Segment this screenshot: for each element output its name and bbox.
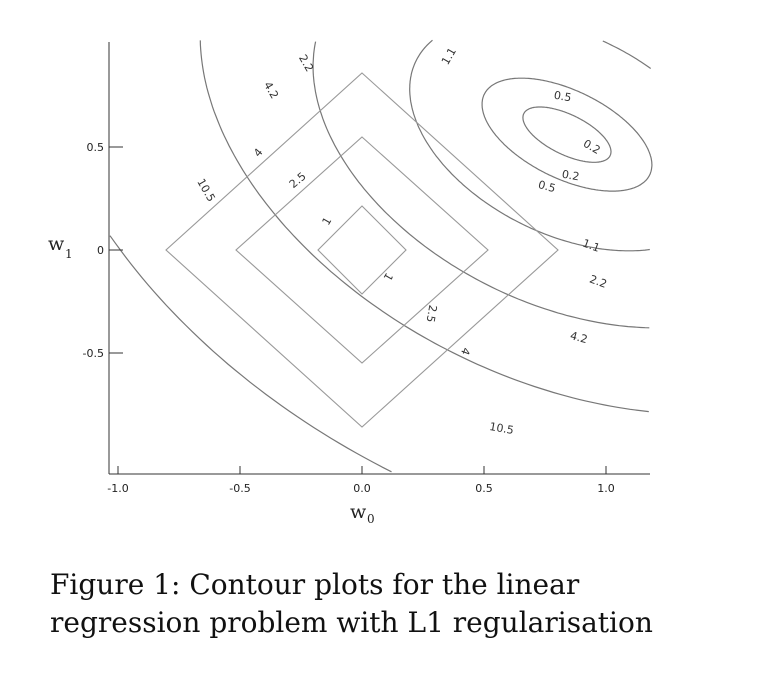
loss-contour-label: 1.1 (439, 45, 459, 67)
loss-contour-0.5 (481, 77, 653, 192)
l1-contour-label: 4 (458, 346, 473, 357)
x-axis-title-subscript: 0 (367, 512, 375, 526)
l1-contour-label: 1 (320, 215, 335, 228)
y-tick-label: -0.5 (83, 347, 104, 360)
figure-caption: Figure 1: Contour plots for the linear r… (50, 568, 653, 639)
loss-contour-label: 2.2 (588, 273, 609, 291)
l1-contour-4 (165, 72, 559, 428)
x-ticks: -1.0 -0.5 0.0 0.5 1.0 (107, 466, 615, 495)
l1-contour-1 (317, 205, 407, 295)
x-axis-title: w (350, 501, 367, 523)
loss-contour-label: 0.5 (553, 89, 572, 105)
loss-contours (109, 39, 653, 473)
loss-contour-label: 4.2 (569, 329, 589, 346)
loss-contour-2.2 (312, 41, 650, 329)
loss-contour-label: 0.5 (537, 178, 557, 195)
loss-contour-10.5 (109, 235, 392, 473)
l1-contour-2.5 (235, 136, 489, 364)
l1-contour-label: 1 (381, 270, 396, 283)
x-tick-label: -0.5 (229, 482, 250, 495)
y-ticks: 0.5 0 -0.5 (83, 141, 123, 360)
loss-contour-label: 10.5 (194, 176, 218, 204)
loss-contour-label: 4.2 (261, 79, 281, 101)
y-axis-title: w (48, 233, 65, 255)
loss-contour-label: 10.5 (488, 420, 514, 437)
y-axis-title-subscript: 1 (65, 247, 73, 261)
y-tick-label: 0 (97, 244, 104, 257)
loss-contour-4.2 (199, 40, 649, 413)
contour-plot: -1.0 -0.5 0.0 0.5 1.0 0.50-0.5 0.20.20.50.51… (48, 39, 653, 526)
axes (108, 42, 650, 475)
x-tick-label: -1.0 (107, 482, 128, 495)
l1-contours (165, 72, 559, 428)
loss-contour-0.2 (522, 106, 612, 163)
x-tick-label: 1.0 (597, 482, 615, 495)
l1-contour-label: 4 (251, 146, 265, 160)
x-tick-label: 0.0 (353, 482, 371, 495)
y-tick-label: 0.5 (87, 141, 105, 154)
loss-contour-label: 0.2 (561, 168, 580, 184)
contour-labels: 0.20.20.50.51.11.12.22.24.24.210.510.511… (194, 45, 608, 437)
l1-contour-label: 2.5 (424, 304, 440, 323)
loss-contour-label: 0.2 (581, 137, 603, 157)
loss-contour-1.1 (409, 39, 652, 252)
x-tick-label: 0.5 (475, 482, 493, 495)
loss-contour-label: 1.1 (581, 237, 602, 255)
